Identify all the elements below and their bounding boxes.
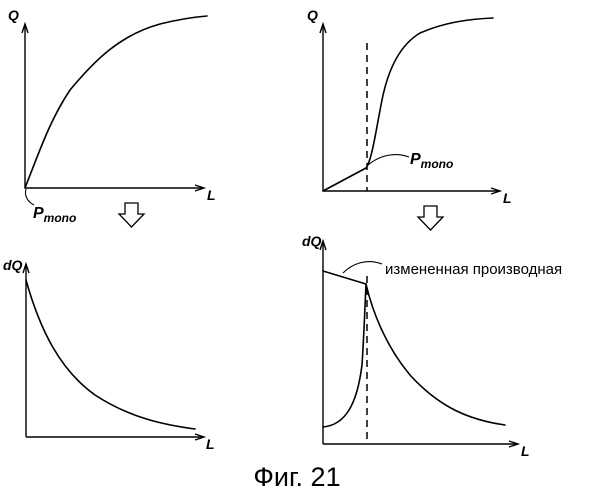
q-curve — [25, 16, 207, 188]
modified-derivative-label: измененная производная — [385, 261, 562, 278]
q-curve — [323, 18, 493, 191]
down-arrow-left — [119, 203, 144, 227]
p-mono-leader — [25, 189, 34, 205]
panel-top-right: Q L Pmono — [307, 7, 512, 206]
annotation-leader — [343, 262, 382, 273]
panel-bottom-right: dQ L измененная производная — [302, 233, 562, 459]
x-axis-label: L — [206, 436, 215, 452]
down-arrow-right — [418, 206, 443, 230]
panel-top-left: Q L Pmono — [8, 7, 216, 225]
p-mono-label: Pmono — [410, 151, 453, 171]
modified-derivative-top — [323, 271, 366, 284]
derivative-decay — [366, 284, 505, 425]
x-axis-label: L — [521, 443, 530, 459]
figure-caption: Фиг. 21 — [253, 462, 340, 492]
y-axis-label: dQ — [3, 257, 23, 273]
x-axis-label: L — [503, 190, 512, 206]
y-axis-label: Q — [8, 7, 19, 23]
y-axis-label: Q — [307, 7, 318, 23]
derivative-spike-rise — [323, 284, 366, 427]
p-mono-leader — [368, 155, 409, 165]
panel-bottom-left: dQ L — [3, 257, 215, 452]
x-axis-label: L — [207, 187, 216, 203]
p-mono-label: Pmono — [33, 205, 76, 225]
y-axis-label: dQ — [302, 233, 322, 249]
derivative-curve — [26, 280, 195, 429]
